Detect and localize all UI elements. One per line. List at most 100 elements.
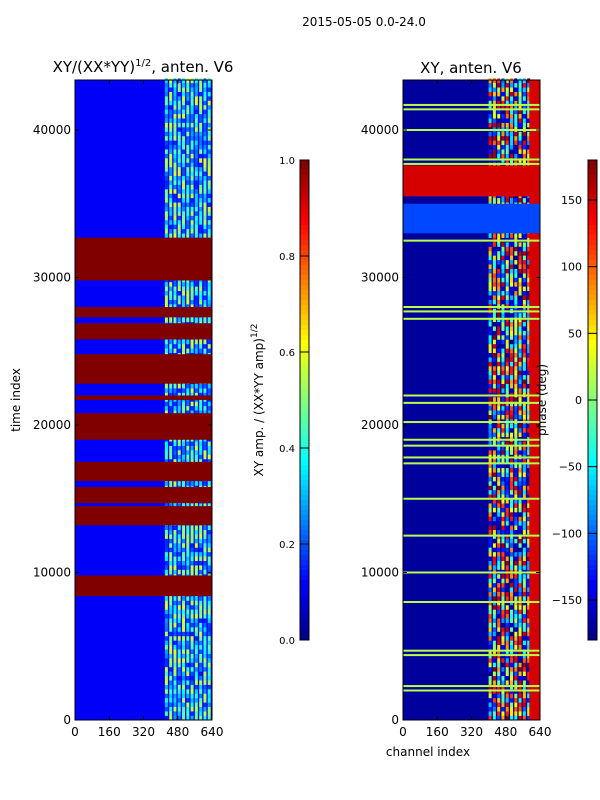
heatmap-cell bbox=[518, 481, 522, 486]
heatmap-cell bbox=[514, 613, 518, 619]
heatmap-cell bbox=[190, 693, 194, 699]
heatmap-cell bbox=[497, 299, 501, 305]
heatmap-cell bbox=[527, 348, 531, 354]
heatmap-cell bbox=[497, 547, 501, 553]
heatmap-line bbox=[403, 601, 540, 604]
heatmap-cell bbox=[510, 295, 514, 300]
heatmap-cell bbox=[169, 295, 173, 300]
heatmap-cell bbox=[203, 450, 207, 455]
heatmap-cell bbox=[169, 219, 173, 225]
heatmap-cell bbox=[514, 153, 518, 159]
heatmap-cell bbox=[527, 671, 531, 677]
heatmap-cell bbox=[514, 109, 518, 115]
heatmap-cell bbox=[488, 321, 492, 327]
heatmap-cell bbox=[169, 706, 173, 712]
heatmap-cell bbox=[497, 131, 501, 137]
heatmap-cell bbox=[164, 666, 168, 672]
heatmap-cell bbox=[518, 635, 522, 641]
heatmap-cell bbox=[169, 405, 173, 411]
heatmap-cell bbox=[207, 281, 211, 287]
heatmap-cell bbox=[164, 82, 168, 88]
heatmap-cell bbox=[527, 326, 531, 331]
colorbar-tick-label: 100 bbox=[561, 261, 582, 274]
heatmap-cell bbox=[182, 715, 186, 721]
heatmap-cell bbox=[199, 622, 203, 628]
colorbar-segment bbox=[300, 370, 309, 376]
heatmap-cell bbox=[177, 215, 181, 221]
colorbar-segment bbox=[300, 180, 309, 186]
heatmap-cell bbox=[199, 109, 203, 115]
colorbar-segment bbox=[588, 295, 597, 301]
heatmap-cell bbox=[207, 445, 211, 451]
heatmap-cell bbox=[488, 503, 492, 508]
heatmap-cell bbox=[203, 184, 207, 190]
heatmap-cell bbox=[203, 715, 207, 721]
heatmap-cell bbox=[182, 219, 186, 225]
heatmap-cell bbox=[182, 538, 186, 544]
heatmap-cell bbox=[164, 388, 168, 393]
heatmap-cell bbox=[488, 379, 492, 385]
heatmap-cell bbox=[194, 711, 198, 716]
heatmap-cell bbox=[518, 520, 522, 526]
heatmap-cell bbox=[169, 144, 173, 150]
heatmap-cell bbox=[510, 543, 514, 548]
heatmap-cell bbox=[173, 290, 177, 296]
heatmap-cell bbox=[497, 706, 501, 712]
heatmap-cell bbox=[177, 286, 181, 292]
heatmap-cell bbox=[194, 166, 198, 172]
heatmap-cell bbox=[522, 503, 526, 508]
colorbar-segment bbox=[588, 635, 597, 641]
heatmap-cell bbox=[186, 113, 190, 119]
heatmap-cell bbox=[514, 374, 518, 380]
heatmap-cell bbox=[505, 476, 509, 482]
heatmap-cell bbox=[203, 383, 207, 389]
heatmap-cell bbox=[497, 140, 501, 146]
heatmap-cell bbox=[190, 290, 194, 296]
heatmap-cell bbox=[518, 551, 522, 557]
heatmap-cell bbox=[518, 277, 522, 283]
heatmap-cell bbox=[190, 113, 194, 119]
heatmap-line bbox=[403, 438, 540, 441]
heatmap-cell bbox=[501, 78, 505, 84]
heatmap-cell bbox=[514, 498, 518, 504]
colorbar-segment bbox=[588, 420, 597, 426]
heatmap-cell bbox=[527, 618, 531, 623]
heatmap-cell bbox=[501, 295, 505, 300]
heatmap-cell bbox=[510, 281, 514, 287]
heatmap-cell bbox=[194, 600, 198, 606]
heatmap-cell bbox=[527, 658, 531, 663]
colorbar-segment bbox=[300, 610, 309, 616]
heatmap-cell bbox=[194, 82, 198, 88]
heatmap-cell bbox=[169, 711, 173, 716]
heatmap-cell bbox=[497, 622, 501, 628]
heatmap-cell bbox=[173, 410, 177, 415]
heatmap-cell bbox=[164, 405, 168, 411]
heatmap-cell bbox=[190, 684, 194, 690]
heatmap-cell bbox=[203, 175, 207, 181]
heatmap-cell bbox=[492, 631, 496, 637]
heatmap-cell bbox=[207, 697, 211, 703]
heatmap-cell bbox=[164, 671, 168, 677]
heatmap-cell bbox=[182, 295, 186, 300]
colorbar-segment bbox=[300, 360, 309, 366]
heatmap-cell bbox=[186, 228, 190, 234]
heatmap-cell bbox=[505, 582, 509, 588]
heatmap-cell bbox=[514, 706, 518, 712]
heatmap-cell bbox=[522, 396, 526, 402]
heatmap-cell bbox=[190, 547, 194, 553]
heatmap-cell bbox=[199, 162, 203, 168]
heatmap-cell bbox=[177, 503, 181, 508]
heatmap-cell bbox=[194, 281, 198, 287]
heatmap-cell bbox=[194, 671, 198, 677]
heatmap-cell bbox=[164, 649, 168, 654]
heatmap-cell bbox=[207, 653, 211, 659]
heatmap-cell bbox=[492, 503, 496, 508]
heatmap-cell bbox=[182, 153, 186, 159]
heatmap-cell bbox=[510, 596, 514, 601]
heatmap-cell bbox=[488, 622, 492, 628]
colorbar-segment bbox=[300, 160, 309, 166]
x-tick-label: 160 bbox=[426, 725, 449, 739]
heatmap-cell bbox=[207, 662, 211, 668]
heatmap-cell bbox=[207, 122, 211, 128]
heatmap-cell bbox=[190, 153, 194, 159]
